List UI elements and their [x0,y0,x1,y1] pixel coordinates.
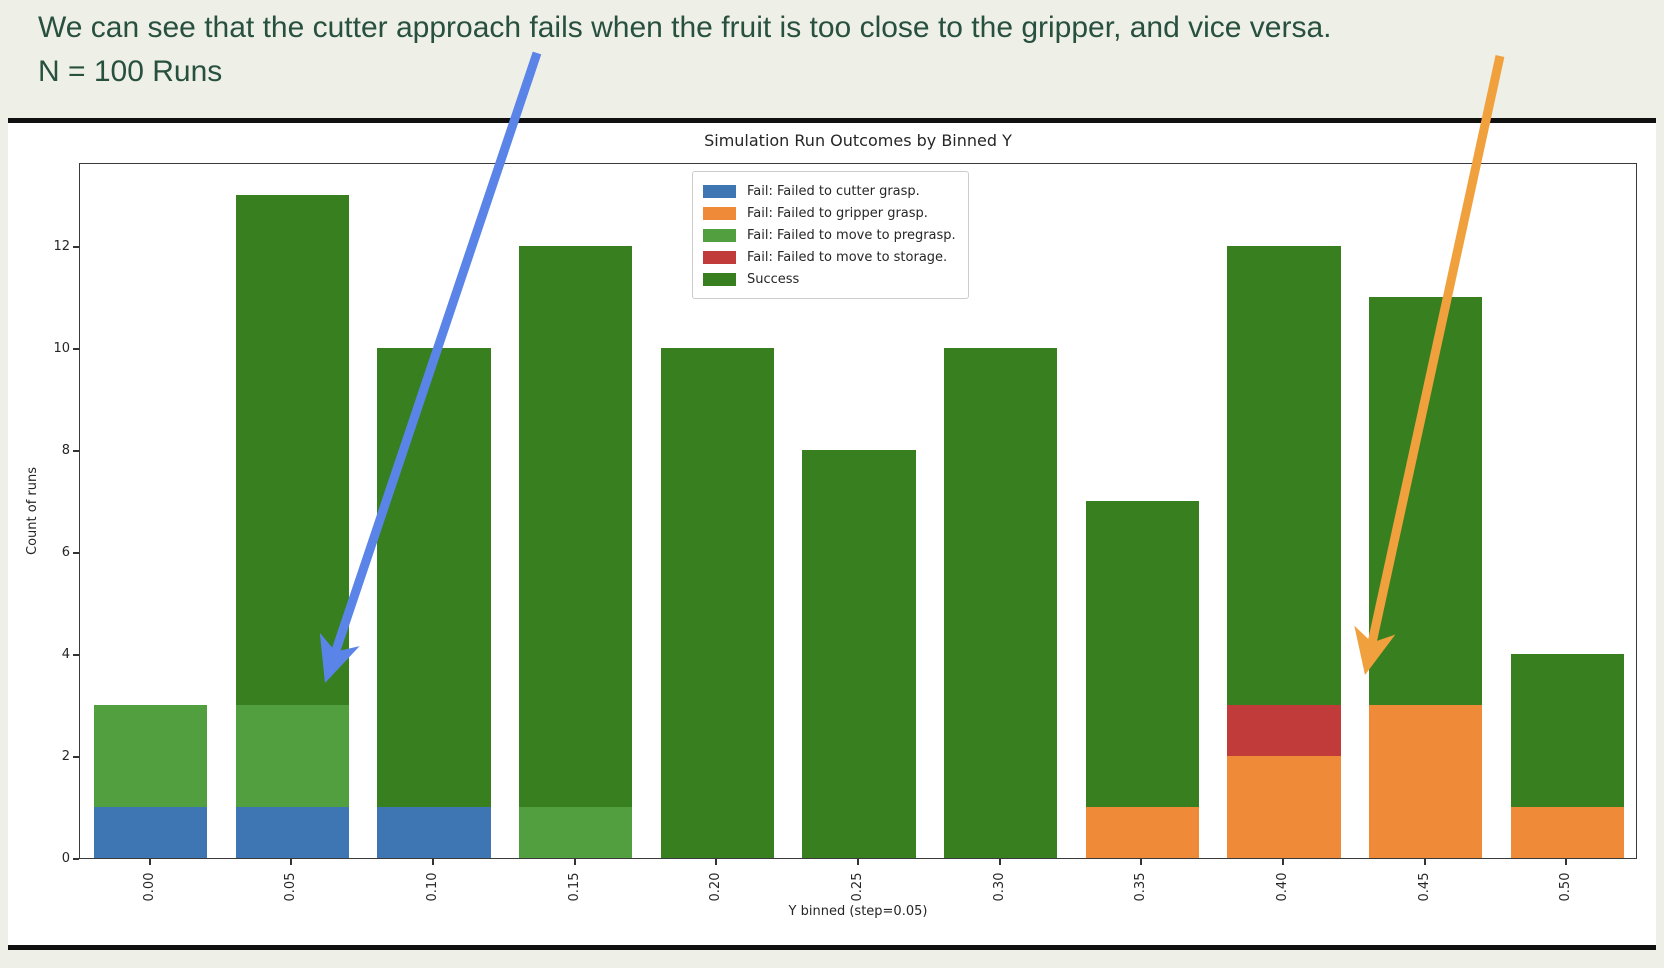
x-axis-label: Y binned (step=0.05) [788,904,928,919]
bar-segment [1227,705,1341,757]
legend-item: Fail: Failed to cutter grasp. [703,180,956,202]
legend-label: Fail: Failed to move to pregrasp. [747,227,956,243]
bar-segment [1510,807,1624,858]
y-tick-mark [73,858,79,860]
bar-segment [943,348,1058,858]
y-tick-label: 6 [61,545,70,561]
y-tick-mark [73,654,79,657]
chart-legend: Fail: Failed to cutter grasp. Fail: Faile… [692,171,969,299]
bar-segment [1368,297,1483,706]
x-tick-label: 0.15 [566,872,582,902]
y-tick-label: 2 [61,749,70,765]
bar-segment [94,705,208,808]
x-tick-label: 0.20 [708,872,724,902]
bar-segment [1368,705,1483,858]
y-tick-label: 0 [61,851,70,866]
y-tick-label: 12 [53,239,70,255]
x-tick-label: 0.45 [1416,872,1432,902]
bar-segment [802,450,916,858]
bar-segment [235,195,350,706]
x-tick-label: 0.10 [425,872,441,902]
legend-item: Fail: Failed to move to storage. [703,246,956,268]
bar-segment [377,348,491,808]
annotation-line-1: We can see that the cutter approach fail… [38,11,1332,44]
legend-item: Fail: Failed to move to pregrasp. [703,224,956,246]
x-tick-mark [715,859,718,865]
x-tick-mark [1281,859,1284,865]
x-tick-label: 0.00 [141,872,157,902]
x-tick-mark [998,859,1001,865]
bar-segment [1510,654,1624,808]
bar-segment [377,807,491,858]
legend-label: Fail: Failed to gripper grasp. [747,205,928,221]
y-tick-mark [73,348,79,351]
bar-segment [1085,501,1199,808]
legend-color-swatch [703,272,736,286]
y-tick-label: 10 [53,341,70,357]
top-divider [8,118,1656,123]
legend-label: Fail: Failed to cutter grasp. [747,183,920,199]
y-tick-mark [73,756,79,759]
legend-label: Success [747,271,800,287]
legend-item: Success [703,268,956,290]
x-tick-label: 0.25 [850,872,865,902]
y-tick-label: 8 [61,443,70,459]
y-tick-mark [73,246,79,249]
x-tick-label: 0.35 [1133,872,1149,902]
chart-title: Simulation Run Outcomes by Binned Y [704,131,1012,150]
bar-segment [519,246,633,808]
y-tick-label: 4 [61,647,70,663]
annotation-text: We can see that the cutter approach fail… [38,6,1332,94]
x-tick-mark [857,859,859,865]
legend-item: Fail: Failed to gripper grasp. [703,202,956,224]
legend-color-swatch [703,228,736,242]
bar-segment [519,807,633,858]
x-tick-mark [148,859,151,865]
legend-color-swatch [703,250,736,264]
bar-segment [235,807,350,858]
bar-segment [1085,807,1199,858]
bar-segment [1227,246,1341,706]
x-tick-label: 0.50 [1558,872,1574,902]
y-tick-mark [73,552,79,555]
legend-color-swatch [703,184,736,198]
legend-label: Fail: Failed to move to storage. [747,249,948,265]
y-tick-mark [73,450,79,453]
annotation-line-2: N = 100 Runs [38,55,223,88]
bar-segment [660,348,774,858]
x-tick-mark [573,859,576,865]
x-tick-label: 0.05 [283,872,299,902]
bottom-divider [8,945,1656,950]
x-tick-mark [432,859,435,865]
x-tick-mark [1423,859,1426,865]
bar-segment [94,807,208,858]
x-tick-label: 0.30 [991,872,1007,902]
bar-segment [1227,756,1341,858]
x-tick-label: 0.40 [1274,872,1290,902]
x-tick-mark [290,859,293,865]
x-tick-mark [1140,859,1143,865]
x-tick-mark [1565,859,1568,865]
bar-segment [235,705,350,808]
legend-color-swatch [703,206,736,220]
